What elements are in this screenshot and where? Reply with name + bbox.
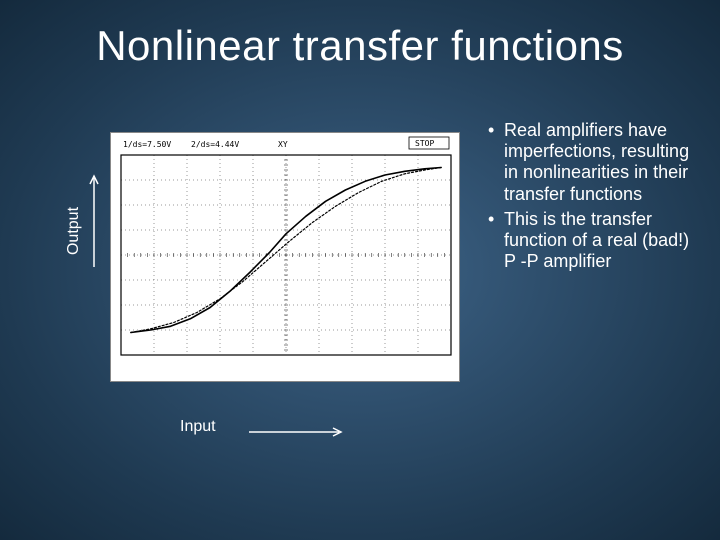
x-axis-arrow-icon (245, 426, 345, 438)
bullet-item: •Real amplifiers have imperfections, res… (488, 120, 698, 205)
svg-text:1/ds=7.50V: 1/ds=7.50V (123, 140, 171, 149)
bullet-list: •Real amplifiers have imperfections, res… (488, 120, 698, 277)
y-axis-label: Output (65, 207, 83, 255)
slide-title: Nonlinear transfer functions (0, 22, 720, 70)
svg-text:XY: XY (278, 140, 288, 149)
chart-region: Output 1/ds=7.50V2/ds=4.44VXYSTOP Input (60, 132, 460, 412)
svg-text:STOP: STOP (415, 139, 434, 148)
y-axis-arrow-icon (88, 172, 100, 272)
bullet-marker: • (488, 120, 504, 205)
x-axis-label: Input (180, 418, 216, 436)
bullet-marker: • (488, 209, 504, 273)
bullet-text: This is the transfer function of a real … (504, 209, 698, 273)
bullet-item: •This is the transfer function of a real… (488, 209, 698, 273)
bullet-text: Real amplifiers have imperfections, resu… (504, 120, 698, 205)
svg-text:2/ds=4.44V: 2/ds=4.44V (191, 140, 239, 149)
content-region: Output 1/ds=7.50V2/ds=4.44VXYSTOP Input … (0, 108, 720, 488)
oscilloscope-plot: 1/ds=7.50V 2/ds=4.44V XY STOP (110, 132, 460, 382)
